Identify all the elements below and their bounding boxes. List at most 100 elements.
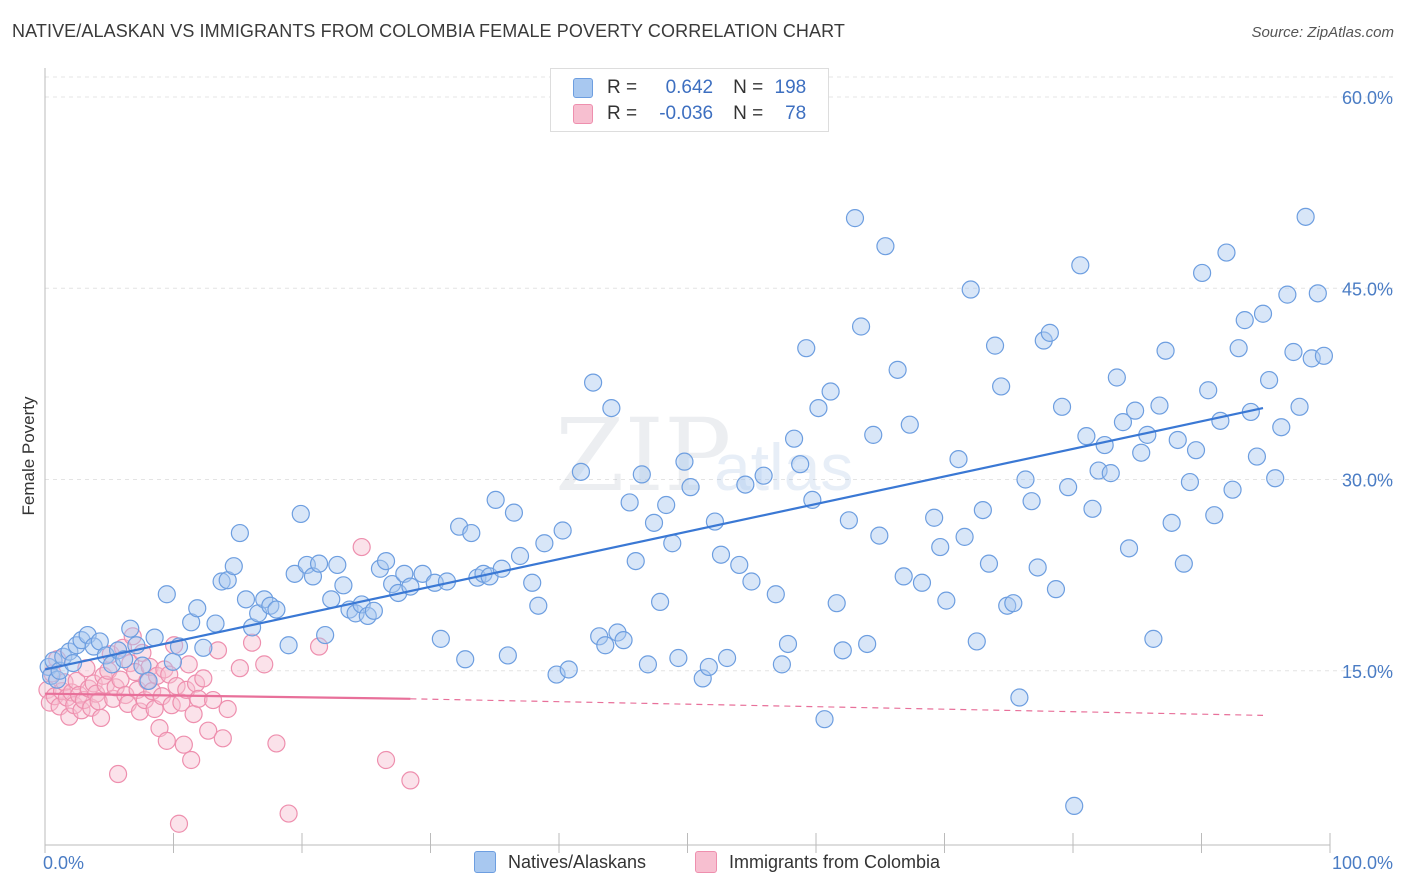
point-natives-178: [1217, 243, 1236, 262]
trend-line-1: [44, 692, 411, 700]
point-natives-168: [1156, 341, 1175, 360]
point-natives-26: [188, 599, 207, 618]
chart-title: NATIVE/ALASKAN VS IMMIGRANTS FROM COLOMB…: [12, 21, 845, 41]
point-natives-16: [115, 650, 134, 669]
point-natives-149: [1040, 323, 1059, 342]
point-natives-126: [876, 237, 895, 256]
point-natives-109: [772, 655, 791, 674]
point-natives-29: [212, 572, 231, 591]
point-natives-184: [1253, 304, 1273, 323]
point-natives-45: [316, 625, 335, 645]
x-tick-label-1: 100.0%: [1332, 853, 1393, 873]
point-natives-146: [1022, 492, 1041, 511]
point-natives-87: [614, 631, 633, 650]
point-natives-27: [194, 638, 213, 657]
y-tick-label-3: 60.0%: [1342, 88, 1393, 108]
point-natives-118: [827, 594, 846, 613]
point-natives-116: [815, 710, 834, 729]
point-natives-93: [650, 592, 670, 612]
point-natives-153: [1065, 796, 1084, 816]
point-natives-150: [1046, 580, 1066, 599]
point-natives-141: [992, 377, 1011, 396]
point-colombia-71: [255, 655, 274, 674]
point-natives-91: [638, 655, 658, 674]
point-natives-112: [791, 455, 810, 474]
legend-r-value: 0.642: [665, 77, 714, 98]
point-colombia-73: [279, 804, 298, 823]
point-colombia-70: [242, 633, 262, 652]
point-natives-74: [510, 546, 530, 566]
point-colombia-69: [230, 659, 249, 678]
point-natives-129: [900, 415, 919, 434]
point-natives-120: [839, 511, 858, 530]
point-natives-98: [681, 478, 700, 497]
point-natives-22: [157, 585, 176, 604]
point-colombia-56: [174, 735, 193, 754]
point-natives-100: [699, 657, 718, 677]
bottom-legend-swatch-blue: [474, 851, 496, 873]
point-natives-152: [1059, 478, 1078, 497]
point-natives-127: [888, 360, 907, 379]
axes: [44, 68, 1331, 853]
x-tick-label-0: 0.0%: [43, 853, 84, 873]
point-colombia-22: [91, 708, 111, 728]
point-natives-32: [230, 523, 249, 543]
point-natives-131: [925, 508, 944, 527]
bottom-legend-swatch-pink: [695, 851, 717, 873]
point-colombia-63: [194, 669, 213, 688]
point-natives-90: [632, 465, 651, 484]
point-natives-139: [979, 554, 999, 573]
point-natives-134: [949, 450, 968, 469]
point-natives-175: [1199, 381, 1218, 400]
point-natives-94: [657, 495, 676, 515]
point-natives-103: [717, 648, 737, 668]
legend-row-colombia: R = -0.036 N = 78: [573, 102, 806, 126]
point-natives-56: [383, 574, 402, 594]
legend-r-value: -0.036: [659, 103, 714, 124]
point-natives-187: [1272, 418, 1291, 437]
point-natives-107: [754, 466, 773, 485]
point-natives-20: [139, 671, 158, 691]
point-natives-60: [413, 564, 432, 583]
point-natives-190: [1290, 397, 1309, 416]
point-natives-65: [456, 650, 475, 669]
point-natives-124: [864, 425, 883, 444]
bottom-legend-colombia: Immigrants from Colombia: [695, 851, 940, 873]
point-natives-39: [279, 636, 298, 655]
point-colombia-62: [189, 689, 208, 708]
point-natives-170: [1168, 430, 1187, 450]
point-natives-48: [334, 576, 353, 595]
grid-lines: [45, 76, 1395, 672]
bottom-legend-label-colombia: Immigrants from Colombia: [729, 851, 941, 872]
point-natives-135: [955, 527, 974, 546]
point-natives-97: [675, 452, 694, 471]
point-colombia-54: [169, 814, 189, 833]
point-natives-40: [285, 564, 304, 583]
bottom-legend-natives: Natives/Alaskans: [474, 851, 646, 873]
point-natives-151: [1052, 397, 1072, 416]
point-natives-55: [376, 551, 396, 571]
point-natives-138: [973, 501, 992, 520]
point-natives-33: [236, 590, 256, 609]
legend-n-value: 78: [785, 103, 807, 124]
point-natives-161: [1113, 413, 1133, 432]
point-natives-176: [1205, 506, 1224, 525]
point-colombia-76: [376, 750, 396, 770]
point-colombia-77: [401, 771, 420, 790]
legend-row-natives: R = 0.642 N = 198: [573, 76, 806, 100]
point-natives-72: [498, 646, 517, 665]
point-natives-189: [1284, 342, 1303, 362]
point-natives-44: [309, 554, 329, 573]
bottom-legend-label-natives: Natives/Alaskans: [508, 851, 647, 872]
point-natives-163: [1126, 401, 1145, 420]
point-natives-75: [523, 573, 542, 592]
point-natives-183: [1247, 447, 1267, 466]
point-natives-82: [584, 373, 603, 392]
point-natives-31: [224, 557, 243, 576]
point-natives-88: [620, 493, 639, 512]
point-natives-133: [937, 591, 956, 610]
point-natives-95: [663, 534, 682, 553]
point-natives-181: [1235, 311, 1254, 330]
point-colombia-66: [208, 641, 228, 660]
